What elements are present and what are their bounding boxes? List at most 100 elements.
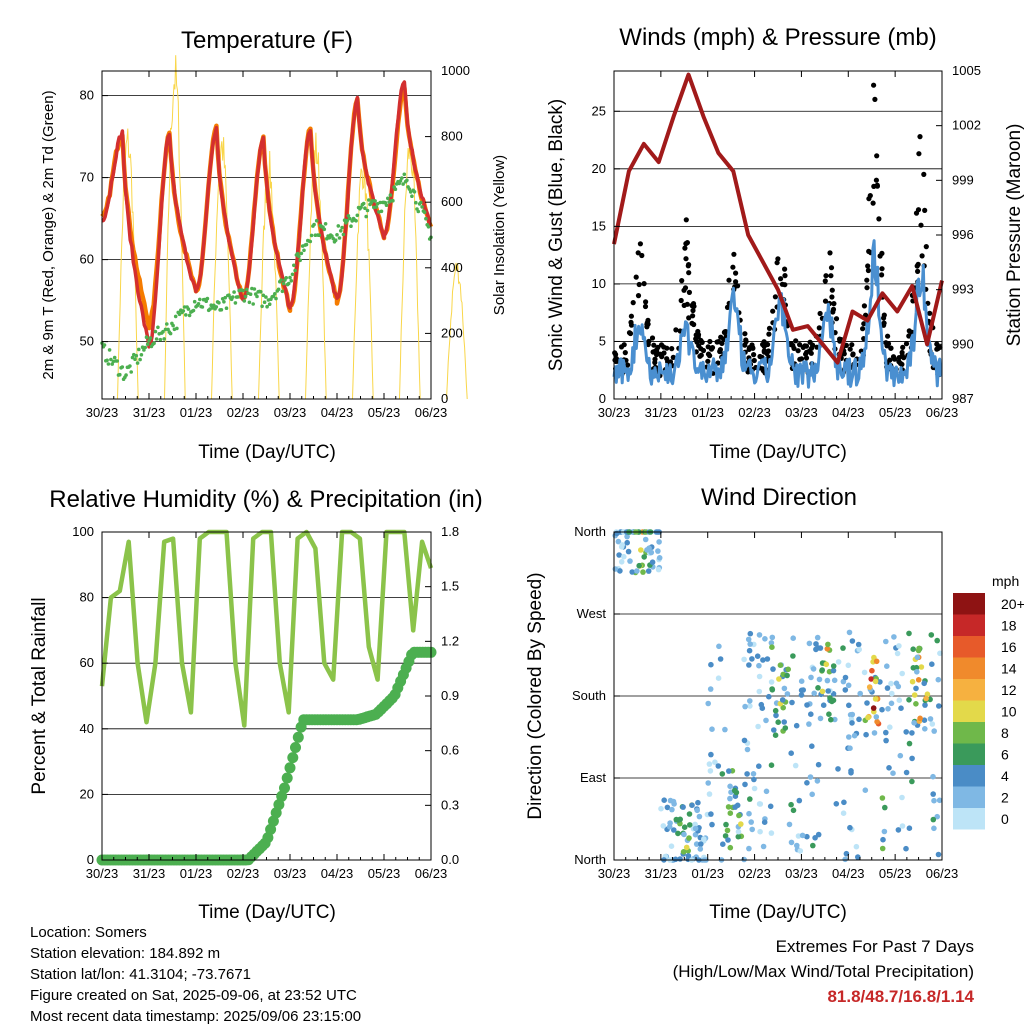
dewpoint-point (224, 306, 229, 311)
direction-left-axis-label: Direction (Colored By Speed) (525, 572, 546, 819)
wind-direction-point (779, 697, 786, 703)
dewpoint-point (274, 296, 278, 301)
dewpoint-point (133, 357, 137, 362)
dewpoint-point (405, 178, 409, 183)
station-pressure-line (612, 72, 944, 365)
temperature-panel: Temperature (F) 30/23 31/23 01/23 02/23 03/2… (40, 27, 508, 463)
wind-direction-point (884, 685, 891, 691)
wind-direction-point (756, 662, 762, 669)
wind-direction-point (906, 740, 913, 747)
y-tick-label: North (574, 524, 606, 539)
x-tick-label: 04/23 (832, 405, 865, 420)
wind-direction-point (727, 783, 733, 790)
dewpoint-point (232, 290, 236, 294)
wind-direction-point (697, 846, 704, 852)
wind-direction-point (757, 801, 764, 807)
humidity-left-axis-label: Percent & Total Rainfall (29, 597, 50, 794)
dewpoint-point (367, 198, 371, 202)
y2-tick-label: 996 (952, 227, 974, 242)
wind-direction-point (764, 656, 771, 662)
recent-timestamp: Most recent data timestamp: 2025/09/06 2… (30, 1008, 362, 1025)
dewpoint-point (148, 336, 153, 340)
y2-tick-label: 600 (441, 194, 463, 209)
wind-direction-point (731, 787, 738, 794)
wind-direction-point (847, 824, 853, 831)
x-tick-label: 01/23 (691, 405, 724, 420)
y2-tick-label: 0.6 (441, 743, 459, 758)
gust-point (641, 281, 647, 287)
wind-direction-point (681, 824, 688, 830)
x-tick-label: 03/23 (274, 866, 307, 881)
gust-point (918, 222, 924, 228)
solar-insolation-day-curve (446, 262, 468, 400)
wind-direction-point (809, 743, 815, 749)
gust-point (669, 346, 675, 352)
wind-direction-point (790, 635, 796, 641)
wind-direction-point (814, 778, 821, 784)
gust-point (779, 281, 786, 287)
x-tick-label: 03/23 (274, 405, 307, 420)
gust-point (793, 338, 799, 344)
gust-point (628, 313, 635, 319)
gust-point (872, 96, 878, 102)
wind-direction-point (853, 843, 860, 850)
y2-tick-label: 0.3 (441, 797, 459, 812)
dewpoint-point (340, 225, 344, 230)
gust-point (625, 362, 631, 368)
wind-direction-point (851, 732, 858, 739)
dewpoint-point (309, 233, 314, 238)
dewpoint-point (223, 295, 227, 300)
dewpoint-point (298, 258, 303, 263)
y-tick-label: 0 (599, 391, 606, 406)
dewpoint-point (162, 337, 166, 341)
wind-direction-point (830, 663, 837, 669)
wind-direction-point (936, 797, 943, 804)
dewpoint-point (118, 372, 122, 377)
wind-direction-point (750, 771, 757, 777)
wind-direction-point (849, 720, 855, 726)
colorbar-title: mph (992, 573, 1019, 589)
gust-point (896, 355, 902, 361)
y-tick-label: 60 (80, 252, 94, 267)
y-tick-label: East (580, 770, 606, 785)
y2-tick-label: 400 (441, 260, 463, 275)
dewpoint-point (355, 213, 360, 218)
wind-direction-point (906, 825, 913, 831)
gust-point (689, 320, 695, 326)
direction-panel: Wind Direction 30/23 31/23 01/23 02/23 03/23… (525, 484, 1024, 923)
wind-direction-point (645, 568, 652, 574)
gust-point (746, 346, 752, 352)
rainfall-point (281, 772, 293, 784)
dewpoint-point (374, 205, 379, 209)
dewpoint-point (186, 307, 191, 311)
dewpoint-point (412, 190, 417, 194)
dewpoint-point (175, 326, 179, 331)
y-tick-label: 80 (80, 590, 94, 605)
x-tick-label: 31/23 (133, 866, 166, 881)
wind-direction-point (879, 706, 885, 713)
wind-direction-point (656, 539, 662, 545)
gust-point (627, 330, 634, 337)
wind-direction-point (823, 661, 830, 668)
wind-direction-point (727, 844, 734, 851)
gust-point (874, 183, 881, 189)
gust-point (678, 297, 684, 304)
dewpoint-point (262, 300, 267, 305)
dewpoint-point (276, 287, 281, 292)
gust-point (696, 343, 702, 349)
dewpoint-point (209, 303, 213, 308)
dewpoint-point (124, 373, 128, 377)
gust-point (637, 241, 644, 247)
wind-direction-point (685, 853, 692, 859)
y-tick-label: 80 (80, 88, 94, 103)
wind-direction-point (881, 828, 888, 835)
wind-direction-point (735, 833, 742, 840)
wind-direction-point (784, 672, 790, 679)
wind-direction-point (669, 806, 675, 813)
wind-direction-point (815, 645, 821, 651)
y2-tick-label: 993 (952, 282, 974, 297)
wind-direction-point (849, 638, 856, 644)
gust-point (649, 335, 656, 341)
dewpoint-point (173, 314, 178, 319)
y2-tick-label: 999 (952, 172, 974, 187)
